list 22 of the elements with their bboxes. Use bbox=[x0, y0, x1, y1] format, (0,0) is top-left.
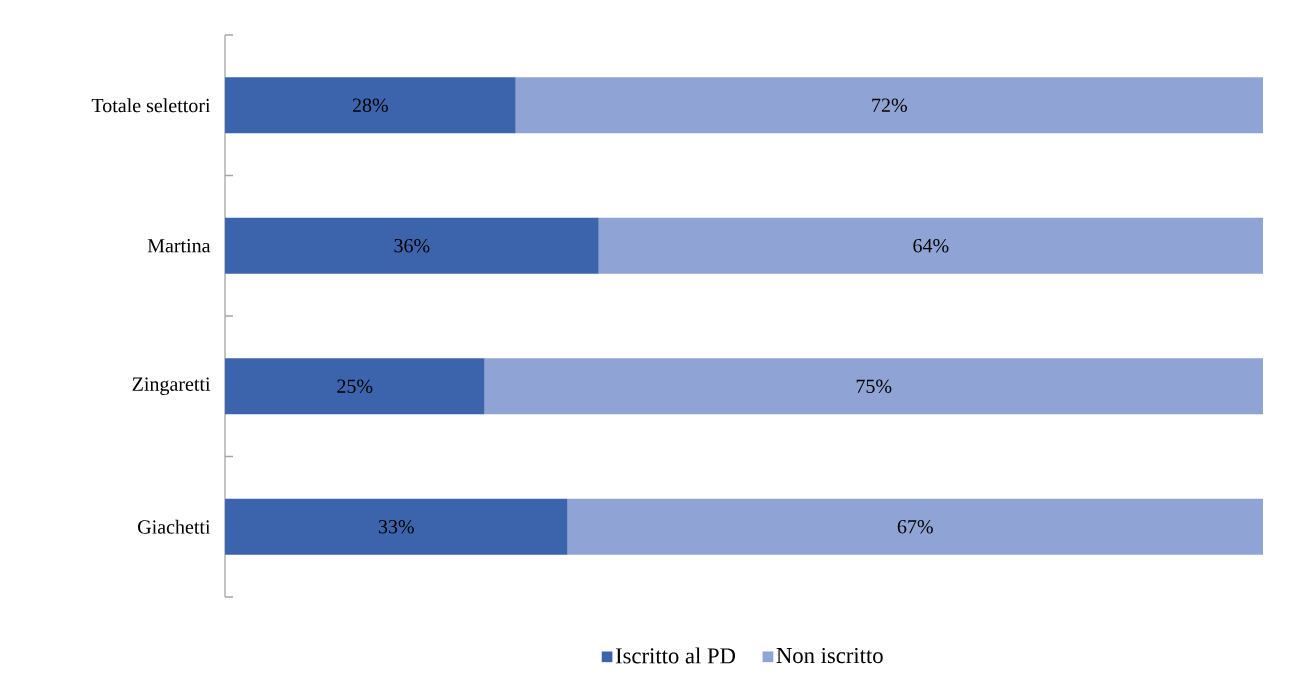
bar bbox=[225, 498, 568, 555]
bar bbox=[598, 217, 1263, 274]
data-label: 33% bbox=[378, 519, 414, 534]
legend-label: Non iscritto bbox=[776, 647, 883, 664]
bar bbox=[484, 358, 1263, 415]
y-tick-label: Giachetti bbox=[138, 519, 211, 534]
y-tick-label: Zingaretti bbox=[132, 377, 211, 396]
bar bbox=[225, 77, 516, 134]
data-label: 72% bbox=[872, 98, 907, 113]
bar bbox=[225, 358, 485, 415]
data-label: 67% bbox=[897, 519, 933, 534]
y-tick-label: Martina bbox=[147, 239, 211, 253]
data-label: 36% bbox=[394, 238, 430, 253]
bar bbox=[567, 498, 1263, 555]
data-label: 75% bbox=[856, 379, 892, 394]
data-label: 25% bbox=[337, 379, 373, 394]
data-label: 28% bbox=[352, 98, 388, 113]
data-label: 64% bbox=[913, 238, 949, 253]
y-tick-label: Totale selettori bbox=[91, 98, 211, 113]
bar bbox=[515, 77, 1263, 134]
bar bbox=[225, 217, 599, 274]
legend-label: Iscritto al PD bbox=[615, 647, 736, 664]
